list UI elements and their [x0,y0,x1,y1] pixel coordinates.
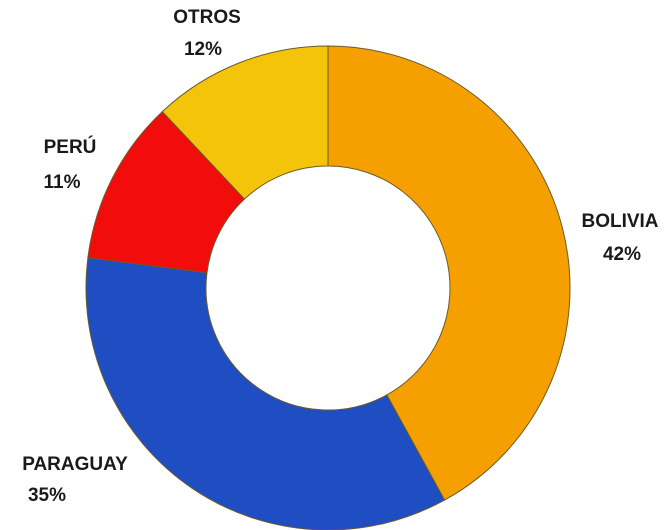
segment-value-label: 42% [603,244,641,265]
segment-label: PARAGUAY [22,454,128,475]
donut-segment [85,257,446,530]
segment-label: BOLIVIA [581,211,658,232]
donut-segment [327,45,571,501]
segment-value-label: 11% [44,172,81,193]
segment-value-label: 35% [28,485,66,506]
segment-value-label: 12% [184,39,222,60]
segment-label: OTROS [173,7,241,28]
donut-segment [161,45,329,200]
segment-label: PERÚ [44,136,97,158]
